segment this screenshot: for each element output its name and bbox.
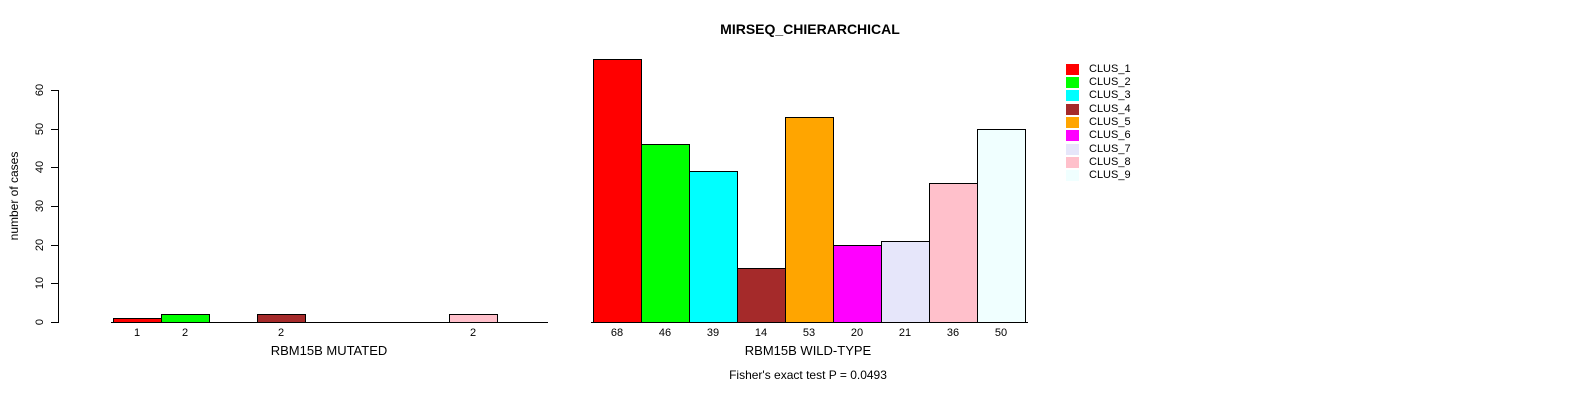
y-axis-title: number of cases [7, 151, 21, 241]
legend-swatch-clus_8 [1066, 156, 1079, 168]
bar-value-label: 53 [802, 327, 816, 339]
legend-item-clus_4: CLUS_4 [1066, 103, 1131, 116]
legend-item-clus_7: CLUS_7 [1066, 143, 1131, 156]
bar-clus_2 [161, 314, 210, 323]
bar-value-label: 46 [658, 327, 672, 339]
legend-item-clus_1: CLUS_1 [1066, 63, 1131, 76]
y-tick-label: 0 [34, 318, 46, 326]
fisher-test-caption: Fisher's exact test P = 0.0493 [729, 368, 887, 382]
y-tick-mark [51, 206, 58, 207]
bar-value-label: 39 [706, 327, 720, 339]
y-tick-mark [51, 129, 58, 130]
legend-item-clus_6: CLUS_6 [1066, 129, 1131, 142]
bar-value-label: 68 [610, 327, 624, 339]
legend-item-clus_2: CLUS_2 [1066, 76, 1131, 89]
x-axis-label-wildtype: RBM15B WILD-TYPE [744, 343, 872, 358]
legend-item-clus_9: CLUS_9 [1066, 169, 1131, 182]
y-tick-mark [51, 245, 58, 246]
bar-value-label: 1 [133, 327, 141, 339]
y-tick-label: 50 [34, 122, 46, 136]
x-axis-baseline-left [111, 322, 548, 323]
bar-value-label: 21 [898, 327, 912, 339]
legend-item-clus_8: CLUS_8 [1066, 156, 1131, 169]
bar-clus_1 [593, 59, 642, 323]
y-axis-line [58, 90, 59, 323]
bar-clus_4 [737, 268, 786, 323]
bar-clus_4 [257, 314, 306, 323]
legend-label: CLUS_8 [1089, 155, 1131, 168]
legend-swatch-clus_2 [1066, 76, 1079, 88]
y-tick-label: 40 [34, 160, 46, 174]
legend-label: CLUS_7 [1089, 142, 1131, 155]
legend-swatch-clus_4 [1066, 103, 1079, 115]
legend-swatch-clus_3 [1066, 90, 1079, 102]
legend-swatch-clus_1 [1066, 63, 1079, 75]
y-tick-mark [51, 322, 58, 323]
bar-clus_6 [833, 245, 882, 323]
legend-label: CLUS_2 [1089, 75, 1131, 88]
bar-value-label: 2 [277, 327, 285, 339]
bar-clus_2 [641, 144, 690, 323]
bar-value-label: 2 [469, 327, 477, 339]
y-tick-label: 20 [34, 238, 46, 252]
legend-item-clus_3: CLUS_3 [1066, 89, 1131, 102]
chart-title: MIRSEQ_CHIERARCHICAL [720, 21, 900, 37]
legend-swatch-clus_6 [1066, 130, 1079, 142]
legend-swatch-clus_7 [1066, 143, 1079, 155]
legend-label: CLUS_6 [1089, 129, 1131, 142]
y-tick-label: 10 [34, 276, 46, 290]
legend-swatch-clus_5 [1066, 116, 1079, 128]
bar-clus_5 [785, 117, 834, 323]
bar-clus_8 [929, 183, 978, 323]
y-tick-label: 60 [34, 83, 46, 97]
legend-label: CLUS_4 [1089, 102, 1131, 115]
legend-label: CLUS_9 [1089, 169, 1131, 182]
y-tick-label: 30 [34, 199, 46, 213]
x-axis-label-mutated: RBM15B MUTATED [270, 343, 388, 358]
y-tick-mark [51, 283, 58, 284]
legend-swatch-clus_9 [1066, 170, 1079, 182]
y-tick-mark [51, 90, 58, 91]
y-tick-mark [51, 167, 58, 168]
bar-value-label: 36 [946, 327, 960, 339]
legend-label: CLUS_3 [1089, 89, 1131, 102]
bar-clus_7 [881, 241, 930, 323]
bar-clus_3 [689, 171, 738, 323]
bar-value-label: 14 [754, 327, 768, 339]
legend-label: CLUS_5 [1089, 115, 1131, 128]
bar-clus_8 [449, 314, 498, 323]
bar-value-label: 50 [994, 327, 1008, 339]
bar-clus_1 [113, 318, 162, 323]
legend-item-clus_5: CLUS_5 [1066, 116, 1131, 129]
bar-value-label: 2 [181, 327, 189, 339]
legend-label: CLUS_1 [1089, 62, 1131, 75]
bar-value-label: 20 [850, 327, 864, 339]
bar-clus_9 [977, 129, 1026, 323]
